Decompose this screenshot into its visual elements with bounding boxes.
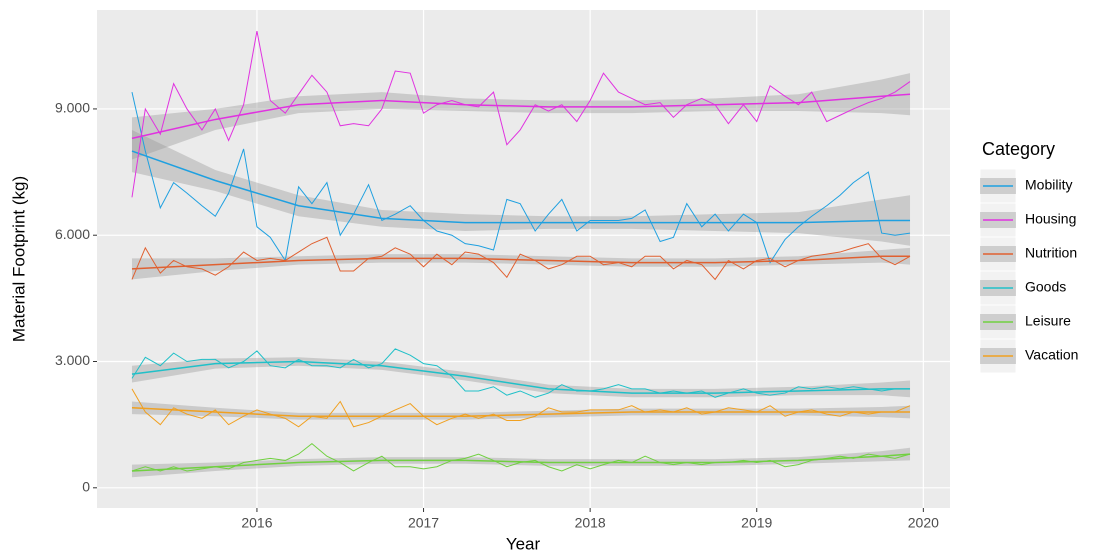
legend-label: Housing: [1025, 211, 1076, 227]
x-axis-title: Year: [506, 534, 541, 553]
y-tick-label: 0: [82, 478, 90, 494]
trend-line: [131, 407, 911, 417]
legend-title: Category: [982, 139, 1055, 159]
trend-line: [131, 255, 911, 270]
series-line: [131, 348, 911, 398]
confidence-band: [131, 129, 911, 246]
legend-label: Nutrition: [1025, 245, 1077, 261]
legend-label: Goods: [1025, 279, 1066, 295]
y-tick-label: 6.000: [55, 226, 90, 242]
series-line: [131, 236, 911, 281]
confidence-band: [131, 357, 911, 398]
trend-line: [131, 150, 911, 224]
y-axis-title: Material Footprint (kg): [9, 176, 28, 342]
legend-label: Mobility: [1025, 177, 1072, 193]
y-tick-label: 3.000: [55, 352, 90, 368]
legend-label: Vacation: [1025, 347, 1078, 363]
panel: [97, 10, 950, 508]
confidence-band: [131, 401, 911, 420]
x-tick-label: 2019: [741, 515, 772, 531]
series-line: [131, 30, 911, 198]
x-tick-label: 2017: [408, 515, 439, 531]
x-tick-label: 2018: [575, 515, 606, 531]
x-tick-label: 2016: [241, 515, 272, 531]
x-tick-label: 2020: [908, 515, 939, 531]
legend-label: Leisure: [1025, 313, 1071, 329]
trend-line: [131, 360, 911, 394]
confidence-band: [131, 247, 911, 280]
series-line: [131, 91, 911, 264]
y-tick-label: 9.000: [55, 100, 90, 116]
trend-line: [131, 93, 911, 140]
trend-line: [131, 453, 911, 472]
